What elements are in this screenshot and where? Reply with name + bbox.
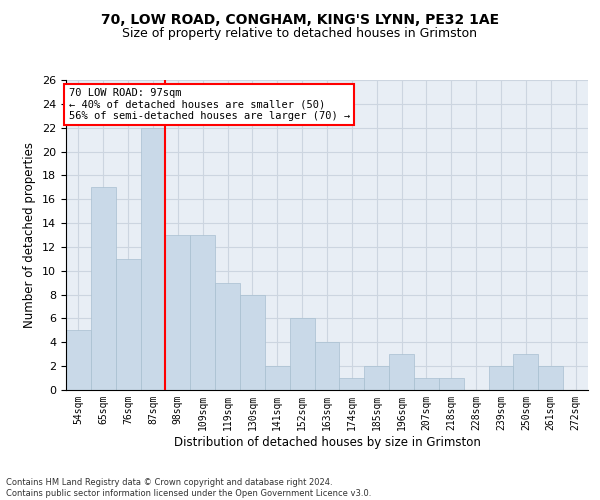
Bar (414, 378, 439, 390)
Bar (190, 235, 215, 390)
Y-axis label: Number of detached properties: Number of detached properties (23, 142, 37, 328)
Text: 70, LOW ROAD, CONGHAM, KING'S LYNN, PE32 1AE: 70, LOW ROAD, CONGHAM, KING'S LYNN, PE32… (101, 12, 499, 26)
X-axis label: Distribution of detached houses by size in Grimston: Distribution of detached houses by size … (173, 436, 481, 448)
Bar (66, 330, 91, 390)
Bar (166, 235, 190, 390)
Bar (215, 282, 240, 390)
Bar (116, 259, 140, 390)
Bar (290, 318, 314, 390)
Bar (488, 366, 514, 390)
Bar (364, 366, 389, 390)
Bar (140, 128, 166, 390)
Bar (514, 354, 538, 390)
Bar (91, 188, 116, 390)
Bar (439, 378, 464, 390)
Text: 70 LOW ROAD: 97sqm
← 40% of detached houses are smaller (50)
56% of semi-detache: 70 LOW ROAD: 97sqm ← 40% of detached hou… (68, 88, 350, 121)
Bar (314, 342, 340, 390)
Bar (538, 366, 563, 390)
Text: Contains HM Land Registry data © Crown copyright and database right 2024.
Contai: Contains HM Land Registry data © Crown c… (6, 478, 371, 498)
Text: Size of property relative to detached houses in Grimston: Size of property relative to detached ho… (122, 28, 478, 40)
Bar (240, 294, 265, 390)
Bar (340, 378, 364, 390)
Bar (389, 354, 414, 390)
Bar (265, 366, 290, 390)
